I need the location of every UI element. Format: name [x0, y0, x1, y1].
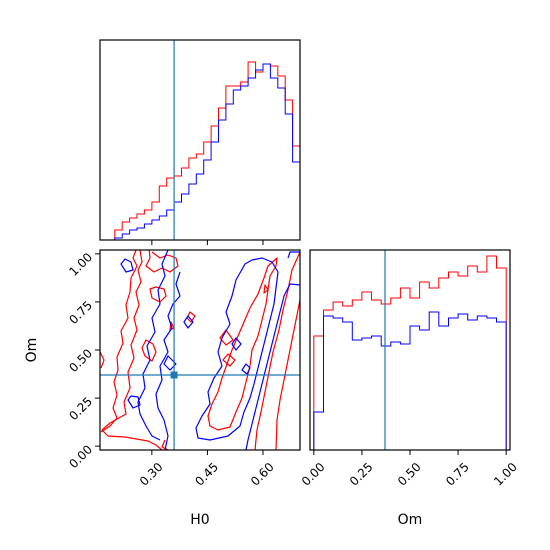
red-contour-mid-island-2	[141, 339, 157, 362]
om-y-tick-label: 0.50	[66, 346, 95, 375]
om-histogram-blue-series	[313, 311, 507, 450]
red-contour-island-c	[263, 284, 269, 294]
red-contour-island-a	[219, 329, 234, 346]
om-x-tick-label: 0.00	[299, 460, 328, 489]
h0-x-tick-label: 0.60	[248, 460, 277, 489]
blue-contour-right-inner	[245, 283, 300, 450]
red-contour-left-edge	[100, 351, 105, 369]
blue-contour-island-b	[287, 251, 300, 259]
h0-histogram-blue-series	[114, 63, 300, 240]
red-contour-left-outer	[101, 250, 163, 450]
red-contour-island-b	[222, 353, 236, 367]
om-x-tick-label: 0.50	[395, 460, 424, 489]
joint-truth-marker	[170, 371, 178, 379]
blue-contour-left-inner	[155, 271, 181, 450]
blue-contour-top-island	[120, 258, 134, 273]
blue-contour-mid-island	[163, 355, 177, 371]
blue-contour-set	[120, 250, 300, 450]
red-contour-left-island	[145, 250, 179, 273]
h0-histogram-frame	[99, 39, 301, 241]
red-contour-right-inner-2	[275, 299, 300, 450]
om-axis-label-vertical: Om	[24, 338, 40, 363]
red-contour-left-inner	[100, 250, 138, 433]
om-histogram-red-series	[313, 255, 507, 450]
om-histogram-frame	[309, 249, 511, 451]
blue-contour-island-a	[231, 337, 242, 351]
blue-contour-right-outer	[195, 257, 279, 441]
om-x-tick-label: 0.25	[347, 460, 376, 489]
h0-x-tick-label: 0.45	[192, 460, 221, 489]
om-y-tick-label: 0.75	[66, 298, 95, 327]
om-axis-label: Om	[398, 512, 423, 528]
blue-contour-small-1	[183, 315, 194, 329]
om-x-tick-label: 1.00	[491, 460, 520, 489]
h0-histogram-panel	[99, 39, 301, 245]
om-y-tick-label: 1.00	[66, 250, 95, 279]
h0-x-tick-label: 0.30	[137, 460, 166, 489]
red-contour-right-inner	[207, 257, 278, 431]
blue-contour-left-outer	[137, 250, 169, 441]
blue-contour-lower-island	[127, 395, 141, 409]
red-contour-island-f	[161, 439, 169, 450]
blue-contour-island-c	[241, 363, 251, 375]
om-y-tick-label: 0.25	[66, 394, 95, 423]
h0-axis-label: H0	[190, 512, 209, 528]
om-x-tick-label: 0.75	[443, 460, 472, 489]
h0-histogram-red-series	[114, 61, 300, 240]
om-y-tick-label: 0.00	[66, 442, 95, 471]
red-contour-right-outer	[254, 251, 300, 450]
red-contour-mid-island	[149, 286, 167, 303]
om-histogram-panel: 0.00 0.25 0.50 0.75 1.00 Om	[299, 249, 520, 528]
joint-contour-panel: 0.30 0.45 0.60 0.00 0.25 0.50 0.75 1.00 H0 Om	[24, 249, 301, 528]
